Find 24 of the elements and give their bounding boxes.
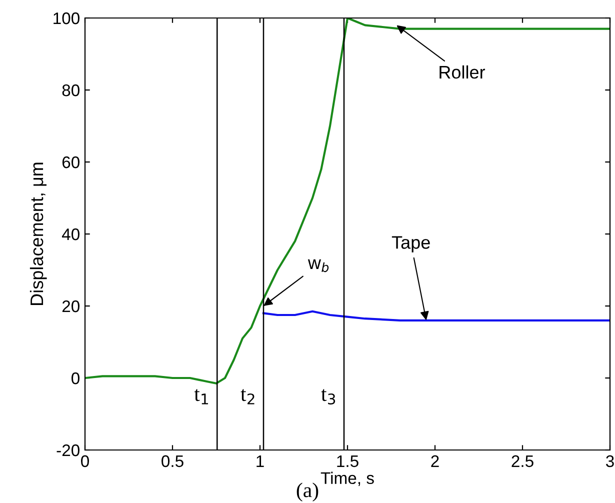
y-tick-label: 40 — [62, 228, 80, 240]
y-tick-label: 0 — [72, 372, 80, 384]
y-tick-label: 20 — [62, 300, 80, 312]
x-tick-label: 1 — [256, 455, 264, 467]
y-tick-label: 100 — [54, 12, 80, 24]
annotation: Tape — [392, 236, 430, 252]
x-axis-title: Time, s — [320, 472, 374, 486]
x-tick-label: 0.5 — [162, 455, 184, 468]
ref-line-label: t$_{1}$ — [194, 389, 208, 404]
annotation: w$_{b}$ — [308, 259, 329, 272]
y-tick-label: 80 — [62, 84, 80, 96]
annotation: Roller — [440, 65, 486, 79]
ref-line-label: t$_{2}$ — [240, 389, 254, 404]
y-axis-title: Displacement, μm — [30, 162, 47, 305]
x-tick-label: 1.5 — [337, 455, 358, 468]
line-series — [262, 310, 610, 322]
y-tick-label: 60 — [62, 156, 80, 168]
y-tick-label: -20 — [56, 444, 80, 456]
x-tick-label: 2.5 — [512, 455, 534, 468]
x-tick-label: 2 — [431, 455, 439, 467]
text: (a) — [296, 482, 318, 502]
x-tick-label: 3 — [606, 455, 614, 468]
ref-line-label: t$_{3}$ — [321, 389, 336, 404]
x-tick-label: 0 — [81, 455, 89, 468]
